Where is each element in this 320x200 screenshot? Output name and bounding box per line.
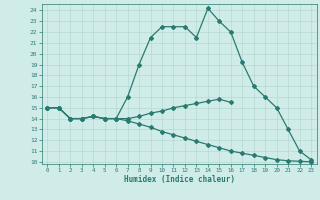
X-axis label: Humidex (Indice chaleur): Humidex (Indice chaleur) [124,175,235,184]
